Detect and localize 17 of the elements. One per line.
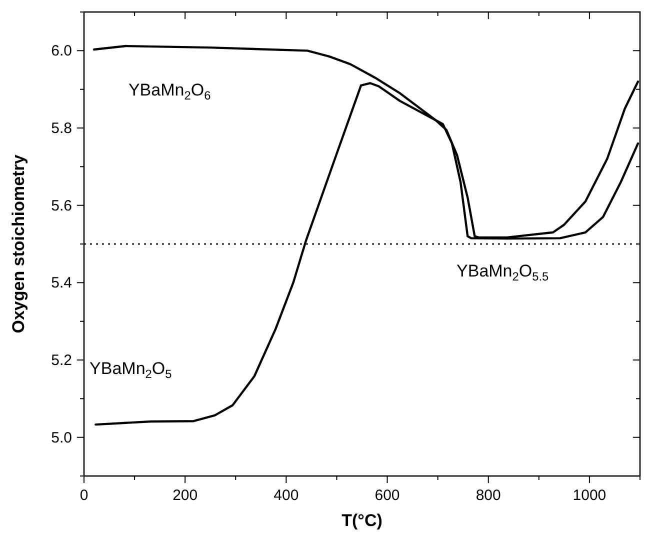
y-tick-label: 5.6: [51, 197, 72, 214]
x-axis-title: T(°C): [342, 511, 382, 530]
y-tick-label: 6.0: [51, 42, 72, 60]
y-tick-label: 5.4: [51, 274, 72, 292]
x-tick-label: 400: [274, 487, 299, 504]
y-tick-label: 5.8: [51, 120, 72, 137]
annotation: YBaMn$_{2}$O$_{5}$: [90, 358, 172, 381]
annotation: YBaMn$_{2}$O$_{6}$: [128, 80, 212, 102]
y-tick-label: 5.0: [51, 429, 72, 446]
y-tick-label: 5.2: [51, 352, 72, 369]
x-tick-label: 800: [476, 487, 501, 504]
x-tick-label: 1000: [572, 487, 606, 504]
y-axis-title: Oxygen stoichiometry: [9, 154, 28, 334]
annotation: YBaMn$_{2}$O$_{5.5}$: [456, 261, 550, 284]
x-tick-label: 0: [80, 487, 88, 504]
x-tick-label: 600: [374, 487, 400, 504]
x-tick-label: 200: [172, 487, 198, 504]
